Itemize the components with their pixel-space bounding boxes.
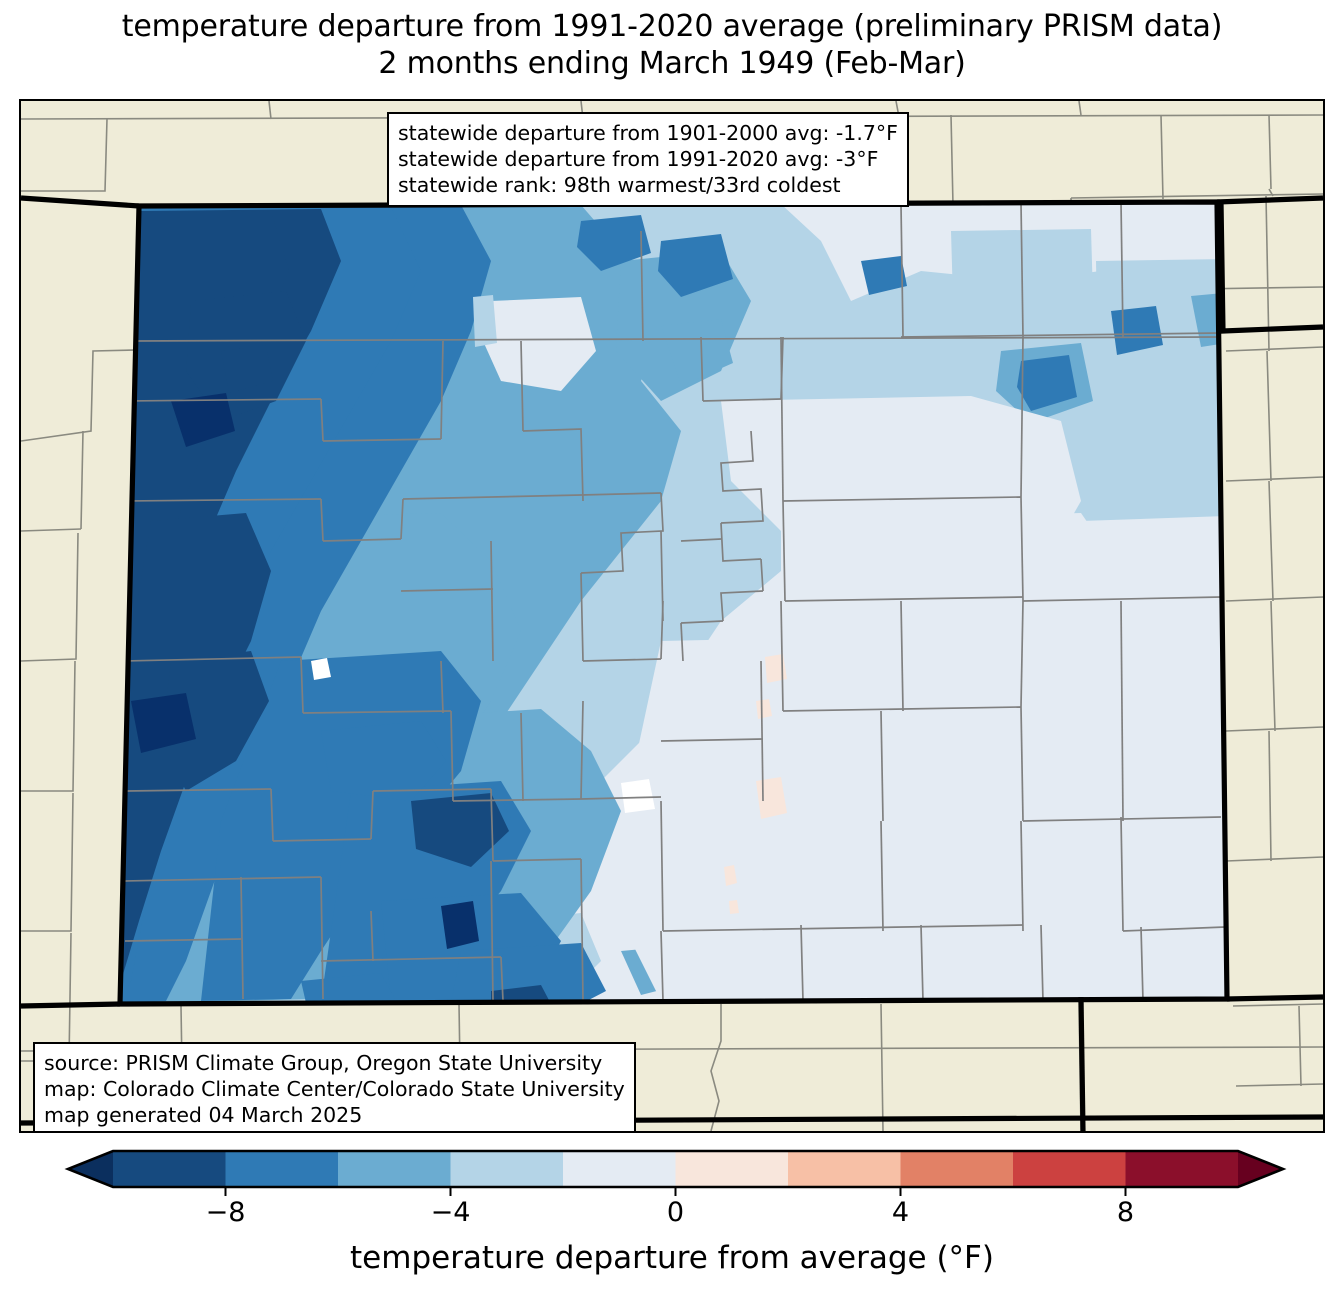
source-credit-box: source: PRISM Climate Group, Oregon Stat… bbox=[33, 1042, 636, 1131]
colorbar-band-3 bbox=[450, 1151, 563, 1187]
source-line-generated: map generated 04 March 2025 bbox=[44, 1103, 363, 1127]
colorbar-under-arrow bbox=[68, 1151, 113, 1187]
colorbar-tick-labels: −8 −4 0 4 8 bbox=[0, 1196, 1344, 1236]
colorbar-band-0 bbox=[113, 1151, 226, 1187]
colorbar-band-4 bbox=[563, 1151, 676, 1187]
colorbar-tick-label-1: −4 bbox=[430, 1197, 471, 1228]
colorbar-band-7 bbox=[900, 1151, 1013, 1187]
colorbar-axis-label: temperature departure from average (°F) bbox=[350, 1240, 994, 1276]
colorbar bbox=[0, 1143, 1344, 1203]
statewide-stats-box: statewide departure from 1901-2000 avg: … bbox=[387, 112, 909, 207]
stat-line-1901-2000: statewide departure from 1901-2000 avg: … bbox=[398, 121, 898, 145]
page-title: temperature departure from 1991-2020 ave… bbox=[0, 8, 1344, 82]
map-canvas bbox=[21, 101, 1323, 1131]
colorbar-tick-label-4: 8 bbox=[1116, 1197, 1135, 1228]
title-line-1: temperature departure from 1991-2020 ave… bbox=[121, 9, 1223, 44]
stat-line-rank: statewide rank: 98th warmest/33rd coldes… bbox=[398, 173, 841, 197]
source-line-prism: source: PRISM Climate Group, Oregon Stat… bbox=[44, 1051, 603, 1075]
colorbar-band-8 bbox=[1013, 1151, 1126, 1187]
stat-line-1991-2020: statewide departure from 1991-2020 avg: … bbox=[398, 147, 879, 171]
colorbar-band-6 bbox=[788, 1151, 901, 1187]
colorbar-tick-label-0: −8 bbox=[205, 1197, 246, 1228]
colorbar-tick-label-3: 4 bbox=[891, 1197, 910, 1228]
source-line-map: map: Colorado Climate Center/Colorado St… bbox=[44, 1077, 625, 1101]
colorbar-outline bbox=[64, 1149, 1287, 1189]
map-frame: statewide departure from 1901-2000 avg: … bbox=[19, 99, 1325, 1133]
title-line-2: 2 months ending March 1949 (Feb-Mar) bbox=[378, 46, 966, 81]
colorbar-band-2 bbox=[338, 1151, 451, 1187]
colorbar-over-arrow bbox=[1238, 1151, 1283, 1187]
colorbar-band-1 bbox=[225, 1151, 338, 1187]
colorbar-band-9 bbox=[1125, 1151, 1238, 1187]
colorbar-tick-label-2: 0 bbox=[666, 1197, 685, 1228]
colorbar-band-5 bbox=[675, 1151, 788, 1187]
